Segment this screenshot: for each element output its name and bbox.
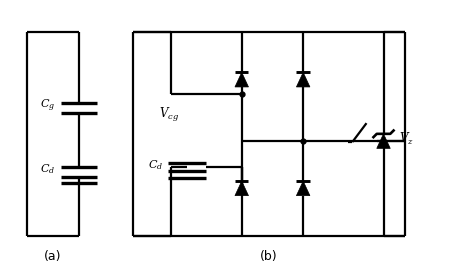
Polygon shape [235,72,248,87]
Polygon shape [296,181,310,196]
Polygon shape [296,72,310,87]
Text: $C_d$: $C_d$ [148,158,163,172]
Polygon shape [377,134,390,148]
Text: (a): (a) [44,250,62,263]
Text: $C_g$: $C_g$ [40,97,55,114]
Text: $V_{cg}$: $V_{cg}$ [159,106,179,124]
Text: $V_z$: $V_z$ [399,131,413,147]
Text: $C_d$: $C_d$ [40,162,55,176]
Text: (b): (b) [260,250,278,263]
Polygon shape [235,181,248,196]
